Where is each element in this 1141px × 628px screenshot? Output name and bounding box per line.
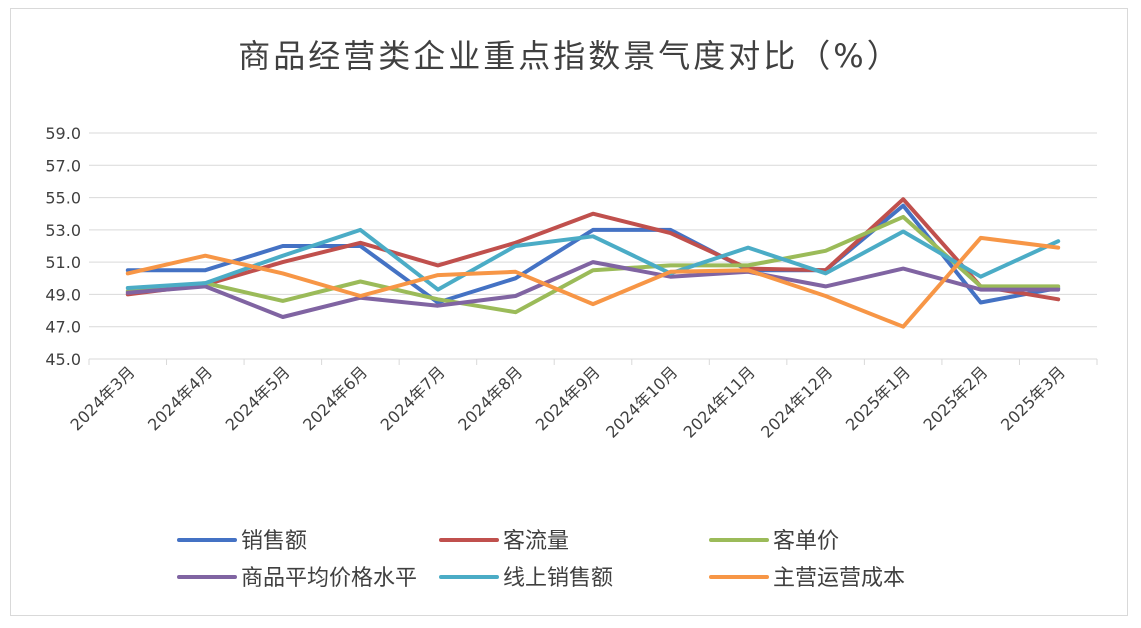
legend-label: 线上销售额 <box>503 566 613 591</box>
y-tick-label: 47.0 <box>45 318 81 337</box>
y-tick-label: 59.0 <box>45 124 81 143</box>
legend-label: 客流量 <box>503 529 569 554</box>
x-tick-label: 2024年4月 <box>144 362 216 434</box>
chart-frame: 商品经营类企业重点指数景气度对比（%） 45.0 47.0 49.0 51.0 53.0… <box>10 8 1128 616</box>
x-tick-label: 2024年8月 <box>454 362 526 434</box>
x-tick-label: 2024年5月 <box>222 362 294 434</box>
legend-label: 商品平均价格水平 <box>241 566 417 591</box>
x-tick-label: 2024年6月 <box>299 362 371 434</box>
x-tick-label: 2024年9月 <box>532 362 604 434</box>
series-line-1 <box>125 203 1061 305</box>
series-line-6 <box>125 235 1061 329</box>
legend-label: 客单价 <box>773 529 839 554</box>
x-tick-label: 2024年12月 <box>757 362 836 441</box>
y-tick-label: 51.0 <box>45 253 81 272</box>
legend-label: 销售额 <box>241 529 307 554</box>
y-tick-label: 45.0 <box>45 350 81 369</box>
series-line-5 <box>125 227 1061 292</box>
x-tick-label: 2025年3月 <box>997 362 1069 434</box>
x-tick-label: 2024年7月 <box>377 362 449 434</box>
y-tick-label: 49.0 <box>45 285 81 304</box>
series-line-4 <box>125 260 1061 319</box>
series-line-3 <box>125 214 1061 315</box>
x-tick-label: 2025年2月 <box>919 362 991 434</box>
x-tick-label: 2024年3月 <box>67 362 139 434</box>
y-tick-label: 55.0 <box>45 189 81 208</box>
y-tick-label: 57.0 <box>45 156 81 175</box>
x-tick-label: 2024年10月 <box>602 362 681 441</box>
x-tick-label: 2024年11月 <box>680 362 759 441</box>
series-line-2 <box>125 197 1061 302</box>
x-tick-label: 2025年1月 <box>842 362 914 434</box>
y-tick-label: 53.0 <box>45 221 81 240</box>
legend-label: 主营运营成本 <box>773 566 905 591</box>
chart-title: 商品经营类企业重点指数景气度对比（%） <box>238 37 902 75</box>
